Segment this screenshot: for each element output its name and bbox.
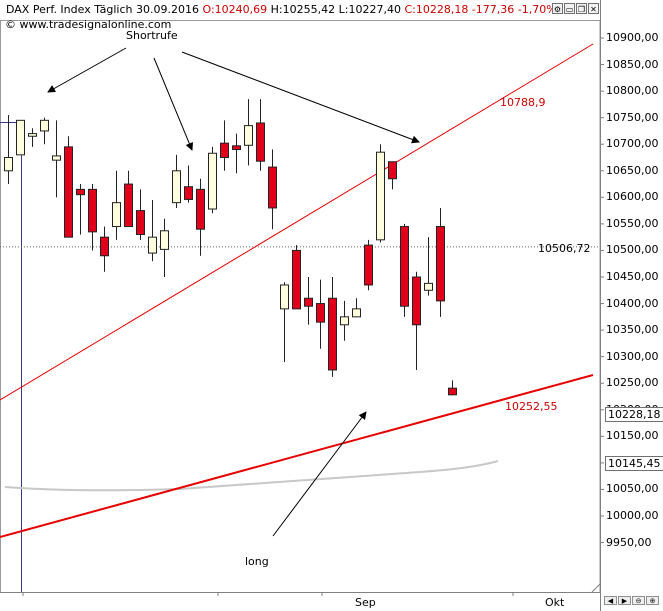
minimize-icon[interactable]: ▭ — [564, 3, 575, 14]
y-axis-labels: 9950,0010000,0010050,0010100,0010150,001… — [606, 0, 663, 611]
y-tick-label: 10750,00 — [606, 110, 659, 124]
candle-body — [52, 155, 61, 161]
candle-body — [364, 244, 373, 286]
annotation-long: long — [245, 555, 269, 568]
candle-body — [328, 297, 337, 371]
y-tick-label: 9950,00 — [606, 535, 652, 549]
y-tick-label: 10650,00 — [606, 163, 659, 177]
open-value: O:10240,69 — [202, 3, 268, 16]
scroll-right-icon[interactable]: ▶ — [618, 596, 631, 605]
level-bottom-label: 10252,55 — [505, 400, 558, 413]
candle-body — [196, 188, 205, 230]
x-label-sep: Sep — [355, 596, 376, 609]
candle-body — [424, 282, 433, 291]
y-tick-label: 10350,00 — [606, 323, 659, 337]
candle-body — [208, 152, 217, 210]
arrow-shortrufe-2 — [153, 57, 194, 151]
candle-body — [436, 226, 445, 302]
chart-header: DAX Perf. Index Täglich 30.09.2016 O:102… — [0, 0, 600, 20]
bar-date: 30.09.2016 — [136, 3, 199, 16]
candle-body — [88, 188, 97, 233]
upper-trendline — [0, 43, 594, 401]
y-tick-label: 10050,00 — [606, 482, 659, 496]
y-tick-label: 10400,00 — [606, 296, 659, 310]
y-tick-label: 10700,00 — [606, 137, 659, 151]
symbol-name: DAX Perf. Index Täglich — [6, 3, 133, 16]
candle-body — [400, 226, 409, 307]
annotation-shortrufe: Shortrufe — [126, 29, 178, 42]
candle-body — [184, 186, 193, 200]
candle-body — [256, 122, 265, 162]
candle-body — [268, 166, 277, 209]
y-tick-label: 10500,00 — [606, 243, 659, 257]
candle-body — [412, 276, 421, 326]
candle-body — [244, 125, 253, 146]
close-icon[interactable]: ✕ — [588, 3, 599, 14]
candle-body — [376, 151, 385, 241]
arrow-shortrufe-1 — [47, 47, 127, 93]
candle-body — [220, 142, 229, 159]
y-tick-label: 10450,00 — [606, 270, 659, 283]
y-tick-label: 10000,00 — [606, 509, 659, 522]
candle-body — [352, 308, 361, 318]
zoom-in-icon[interactable]: ⊕ — [646, 596, 659, 605]
candle-body — [16, 119, 25, 156]
y-tick-label: 10800,00 — [606, 84, 659, 98]
candle-body — [64, 146, 73, 238]
y-tick-label: 10300,00 — [606, 349, 659, 363]
lower-trendline — [0, 374, 594, 538]
header-text: DAX Perf. Index Täglich 30.09.2016 O:102… — [6, 0, 557, 20]
window-controls: ⚙ ▭ ❐ ✕ — [552, 3, 599, 15]
candle-body — [160, 230, 169, 250]
change-value: -177,36 -1,70% — [471, 3, 557, 16]
settings-icon[interactable]: ⚙ — [552, 3, 563, 14]
candle-body — [136, 210, 145, 236]
candle-body — [388, 161, 397, 180]
level-top-label: 10788,9 — [500, 96, 546, 109]
y-tick-label: 10850,00 — [606, 57, 659, 71]
watermark: © www.tradesignalonline.com — [5, 18, 172, 31]
restore-icon[interactable]: ❐ — [576, 3, 587, 14]
scroll-left-icon[interactable]: ◀ — [604, 596, 617, 605]
candle-body — [28, 133, 37, 137]
high-value: H:10255,42 — [270, 3, 336, 16]
candle-body — [280, 284, 289, 310]
candle-body — [316, 303, 325, 323]
y-tick-label: 10550,00 — [606, 216, 659, 230]
hline-label: 10506,72 — [538, 242, 591, 255]
resize-grip-icon — [591, 583, 601, 593]
candle-body — [112, 202, 121, 228]
y-tick-label: 10900,00 — [606, 31, 659, 44]
candle-body — [40, 119, 49, 132]
candle-body — [340, 316, 349, 326]
arrow-long — [272, 411, 367, 537]
candle-body — [76, 188, 85, 196]
y-tick-label: 10250,00 — [606, 376, 659, 390]
candle-body — [4, 157, 13, 172]
candle-body — [304, 297, 313, 307]
navigation-controls: ◀ ▶ ⊖ ⊕ — [604, 596, 659, 605]
candle-body — [100, 236, 109, 257]
close-value: C:10228,18 — [404, 3, 469, 16]
y-tick-label: 10600,00 — [606, 190, 659, 204]
candle-body — [172, 170, 181, 204]
x-label-okt: Okt — [545, 596, 565, 609]
candle-body — [124, 183, 133, 228]
ma-price-marker: 10145,45 — [605, 456, 663, 471]
last-price-marker: 10228,18 — [605, 407, 663, 422]
candle-body — [448, 387, 457, 396]
arrow-shortrufe-3 — [181, 51, 420, 144]
zoom-out-icon[interactable]: ⊖ — [632, 596, 645, 605]
candle-body — [292, 249, 301, 310]
moving-average-line — [4, 460, 499, 492]
low-value: L:10227,40 — [338, 3, 401, 16]
candle-body — [232, 145, 241, 151]
candle-body — [148, 236, 157, 254]
y-tick-label: 10150,00 — [606, 429, 659, 443]
